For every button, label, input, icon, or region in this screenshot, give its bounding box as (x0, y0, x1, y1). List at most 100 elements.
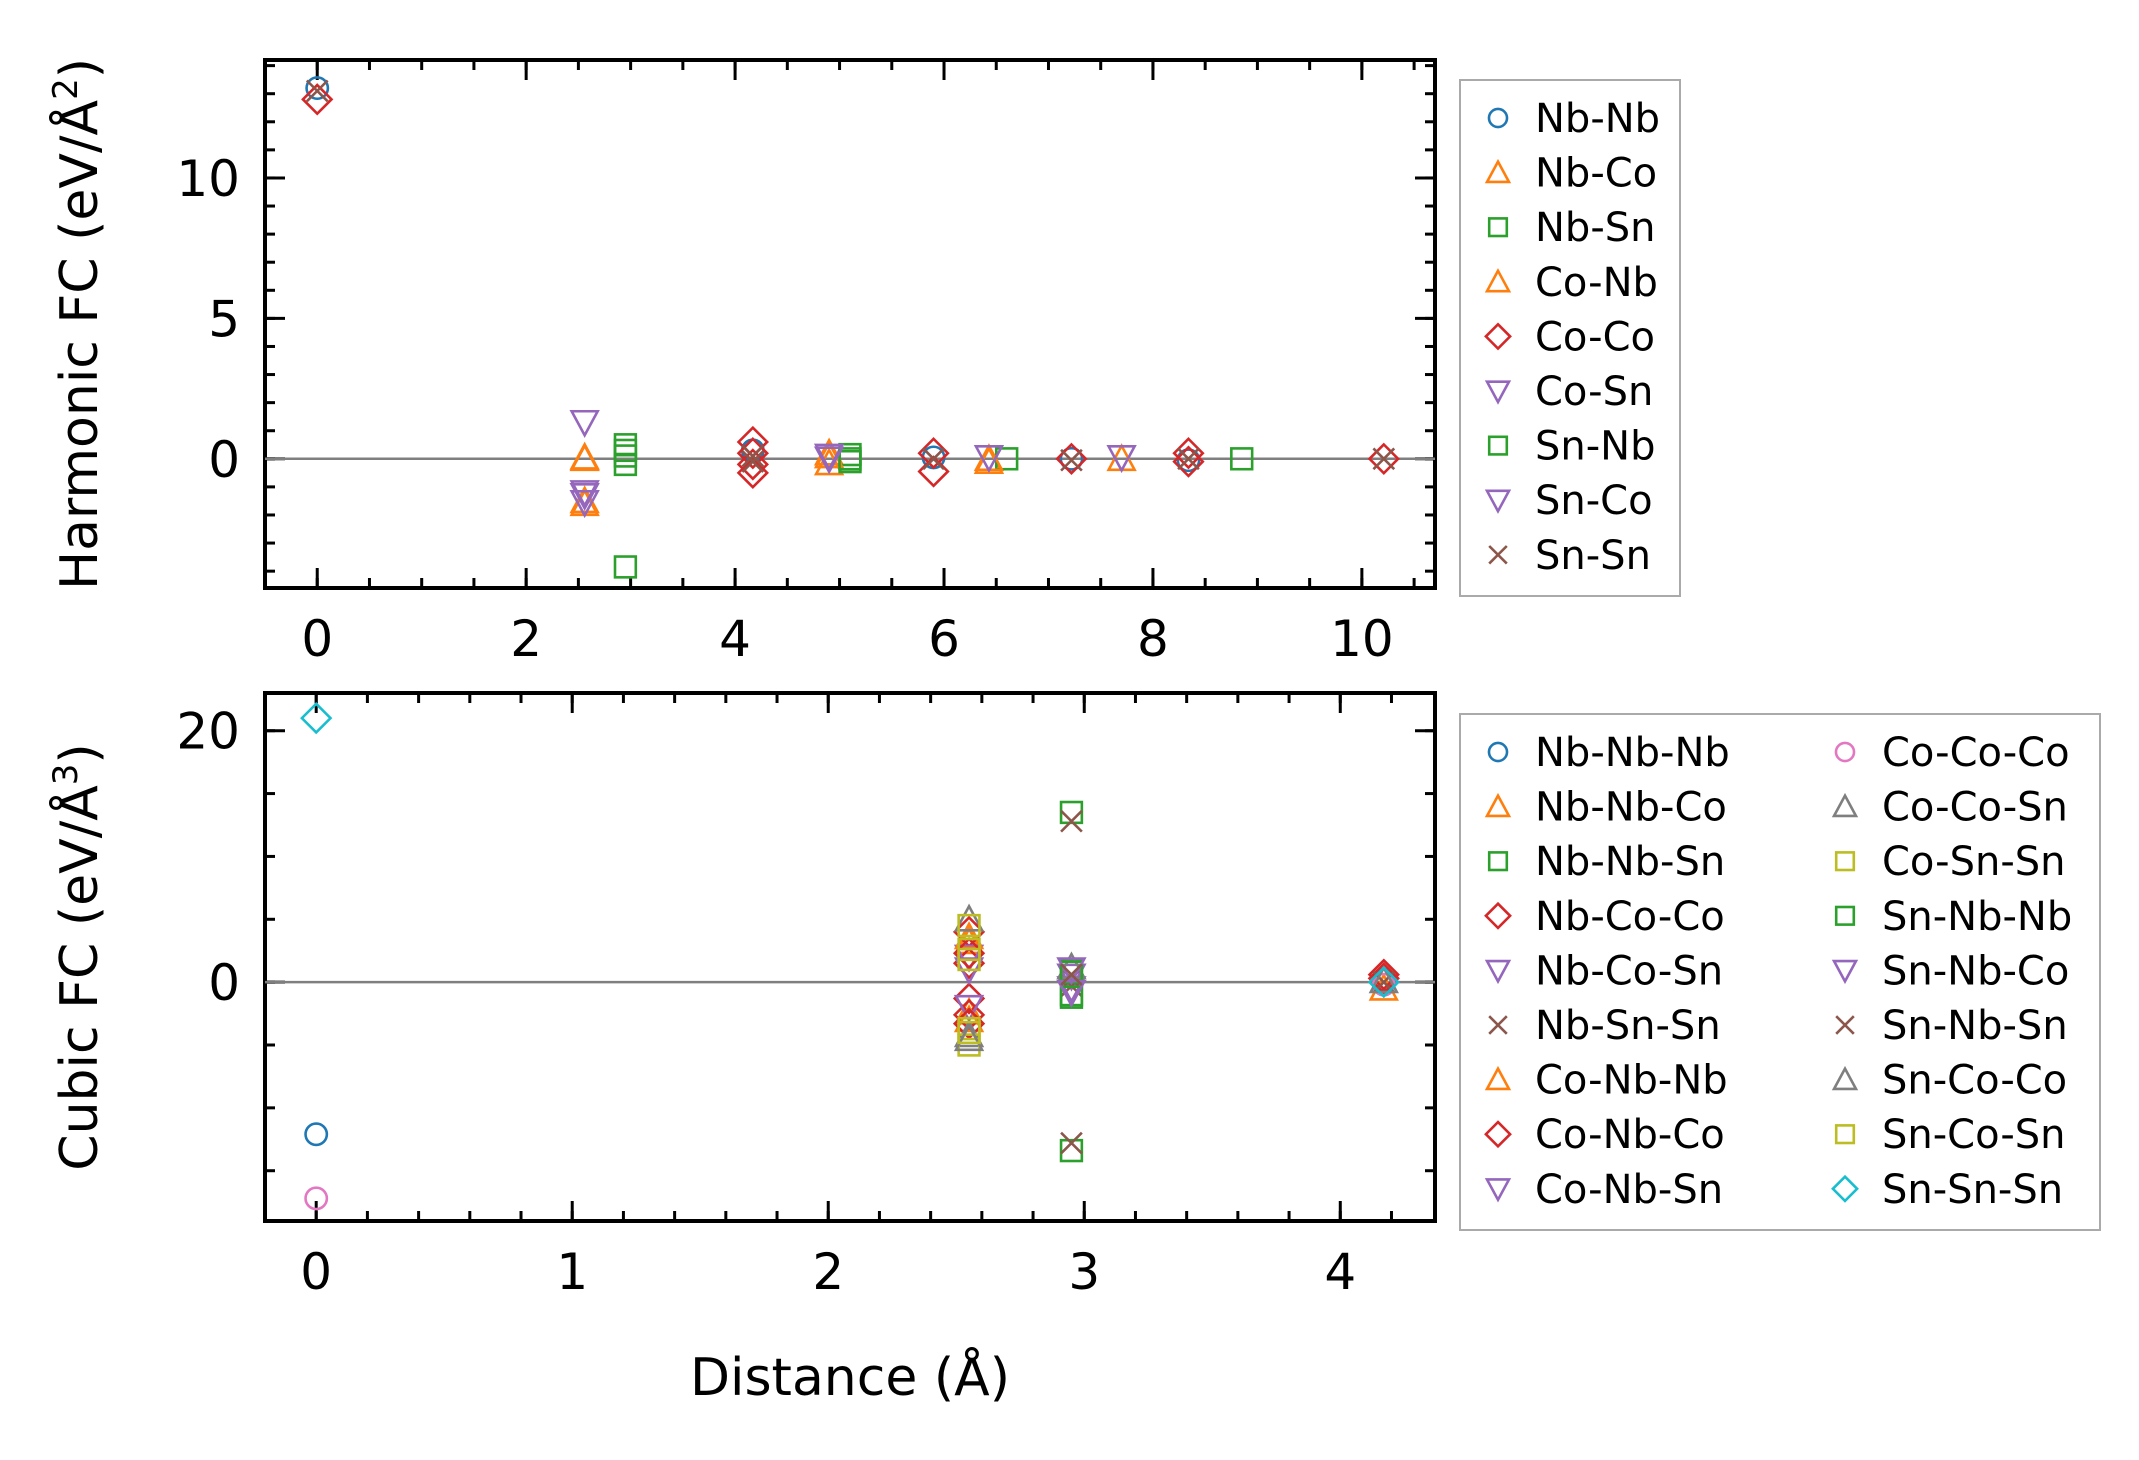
data-point (957, 947, 981, 972)
legend-marker (1484, 959, 1512, 985)
legend-label: Nb-Co (1535, 151, 1657, 197)
legend-label: Nb-Nb-Sn (1535, 839, 1725, 885)
data-point (1367, 966, 1400, 999)
legend-marker (1484, 792, 1512, 818)
legend-marker (1835, 1015, 1855, 1035)
legend-marker (1487, 107, 1509, 129)
legend-marker (1487, 217, 1509, 238)
legend-marker (1484, 901, 1512, 930)
y-tick-label: 0 (208, 954, 240, 1012)
harmonic-ylabel: Harmonic FC (eV/Å2) (46, 58, 110, 590)
legend-marker (1831, 1065, 1859, 1091)
data-point (1055, 442, 1088, 475)
legend-marker (1834, 741, 1856, 763)
data-point (1368, 965, 1399, 994)
data-point (1172, 445, 1205, 478)
legend-label: Sn-Nb (1535, 424, 1656, 470)
data-point (569, 482, 600, 512)
data-point (300, 702, 333, 735)
legend-label: Nb-Nb-Nb (1535, 730, 1730, 776)
legend-label: Nb-Sn-Sn (1535, 1003, 1721, 1049)
legend-marker (1834, 905, 1856, 926)
x-tick-label: 10 (1330, 610, 1394, 668)
harmonic-ylabel-main: Harmonic FC (eV/Å (48, 99, 110, 590)
x-tick-label: 3 (1068, 1243, 1100, 1301)
data-point (1177, 447, 1200, 471)
data-point (736, 437, 769, 470)
data-point (569, 489, 600, 519)
cubic-markers (265, 702, 1435, 1211)
legend-label: Co-Sn-Sn (1882, 839, 2066, 885)
y-tick-label: 5 (208, 290, 240, 348)
data-point (304, 1122, 329, 1147)
harmonic-ticks: 0 2 4 6 8 10 0 5 10 (176, 60, 1435, 668)
legend-marker (1484, 268, 1512, 293)
data-point (569, 443, 600, 472)
legend-label: Sn-Nb-Nb (1882, 894, 2072, 940)
legend-marker (1831, 959, 1859, 985)
legend-marker (1484, 1065, 1512, 1091)
legend-frame (1459, 713, 2101, 1231)
legend-label: Nb-Sn (1535, 205, 1656, 251)
data-point (1060, 809, 1083, 833)
cubic-ylabel-main: Cubic FC (eV/Å (48, 785, 110, 1171)
cubic-legend: Nb-Nb-Nb Nb-Nb-Co Nb-Nb-Sn Nb-Co-Co Nb-Co-Sn… (1459, 713, 2101, 1231)
data-point (1060, 448, 1083, 472)
data-point (813, 446, 845, 475)
legend-marker (1487, 435, 1509, 456)
legend-marker (1487, 851, 1509, 872)
data-point (1367, 958, 1400, 991)
data-point (1176, 448, 1201, 473)
data-point (304, 1186, 329, 1211)
legend-marker (1484, 380, 1512, 405)
legend-marker (1834, 851, 1856, 872)
data-point (838, 447, 862, 471)
data-point (953, 1022, 985, 1052)
cubic-ylabel-close: ) (50, 743, 110, 763)
data-point (736, 448, 769, 481)
legend-label: Co-Co-Co (1882, 730, 2070, 776)
harmonic-markers (265, 76, 1435, 579)
data-point (1060, 963, 1083, 986)
legend-marker (1488, 545, 1508, 565)
legend-marker (1484, 1120, 1512, 1149)
data-point (1056, 951, 1087, 980)
x-tick-label: 4 (719, 610, 751, 668)
legend-label: Nb-Nb-Co (1535, 785, 1727, 831)
data-point (301, 83, 334, 116)
data-point (1059, 1138, 1084, 1163)
data-point (1230, 447, 1254, 471)
x-tick-label: 0 (300, 1243, 332, 1301)
data-point (953, 903, 985, 932)
data-point (1060, 1131, 1083, 1155)
legend-label: Co-Nb-Co (1535, 1112, 1725, 1158)
data-point (973, 445, 1005, 474)
x-tick-label: 4 (1324, 1243, 1356, 1301)
y-tick-label: 0 (208, 431, 240, 489)
legend-label: Sn-Sn-Sn (1882, 1167, 2063, 1213)
x-axis-label: Distance (Å) (690, 1346, 1010, 1408)
y-tick-label: 20 (176, 703, 240, 761)
legend-marker (1834, 1124, 1856, 1145)
data-point (813, 437, 845, 466)
data-point (922, 447, 945, 471)
cubic-plot-frame (263, 691, 1437, 1223)
legend-label: Sn-Sn (1535, 533, 1651, 579)
x-tick-label: 8 (1137, 610, 1169, 668)
legend-label: Sn-Co-Sn (1882, 1112, 2066, 1158)
legend-label: Co-Co (1535, 314, 1655, 360)
y-tick-label: 10 (176, 150, 240, 208)
legend-label: Co-Nb-Nb (1535, 1058, 1728, 1104)
legend-label: Co-Sn (1535, 369, 1653, 415)
legend-marker (1487, 741, 1509, 763)
data-point (569, 480, 600, 509)
legend-label: Sn-Nb-Co (1882, 948, 2069, 994)
data-point (952, 982, 986, 1015)
legend-marker (1484, 158, 1512, 184)
x-tick-label: 2 (812, 1243, 844, 1301)
legend-marker (1488, 1015, 1508, 1035)
legend-label: Sn-Nb-Sn (1882, 1003, 2068, 1049)
x-tick-label: 2 (510, 610, 542, 668)
